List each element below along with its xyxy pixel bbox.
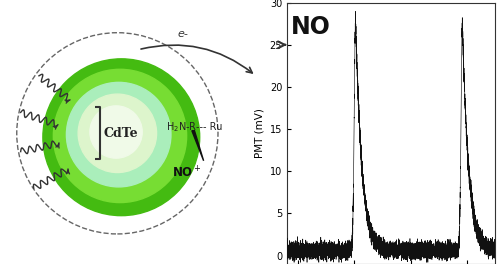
Text: NO: NO bbox=[290, 15, 331, 39]
Y-axis label: PMT (mV): PMT (mV) bbox=[254, 109, 264, 158]
Text: --- Ru: --- Ru bbox=[196, 122, 222, 132]
Circle shape bbox=[66, 82, 171, 187]
Text: NO$^+$: NO$^+$ bbox=[172, 165, 202, 180]
Polygon shape bbox=[192, 131, 203, 161]
Circle shape bbox=[43, 59, 200, 216]
Circle shape bbox=[78, 94, 156, 173]
Circle shape bbox=[54, 69, 186, 202]
Text: e-: e- bbox=[178, 29, 188, 39]
Circle shape bbox=[90, 106, 142, 158]
Text: H$_2$N-R: H$_2$N-R bbox=[166, 120, 197, 134]
Text: CdTe: CdTe bbox=[104, 127, 138, 140]
